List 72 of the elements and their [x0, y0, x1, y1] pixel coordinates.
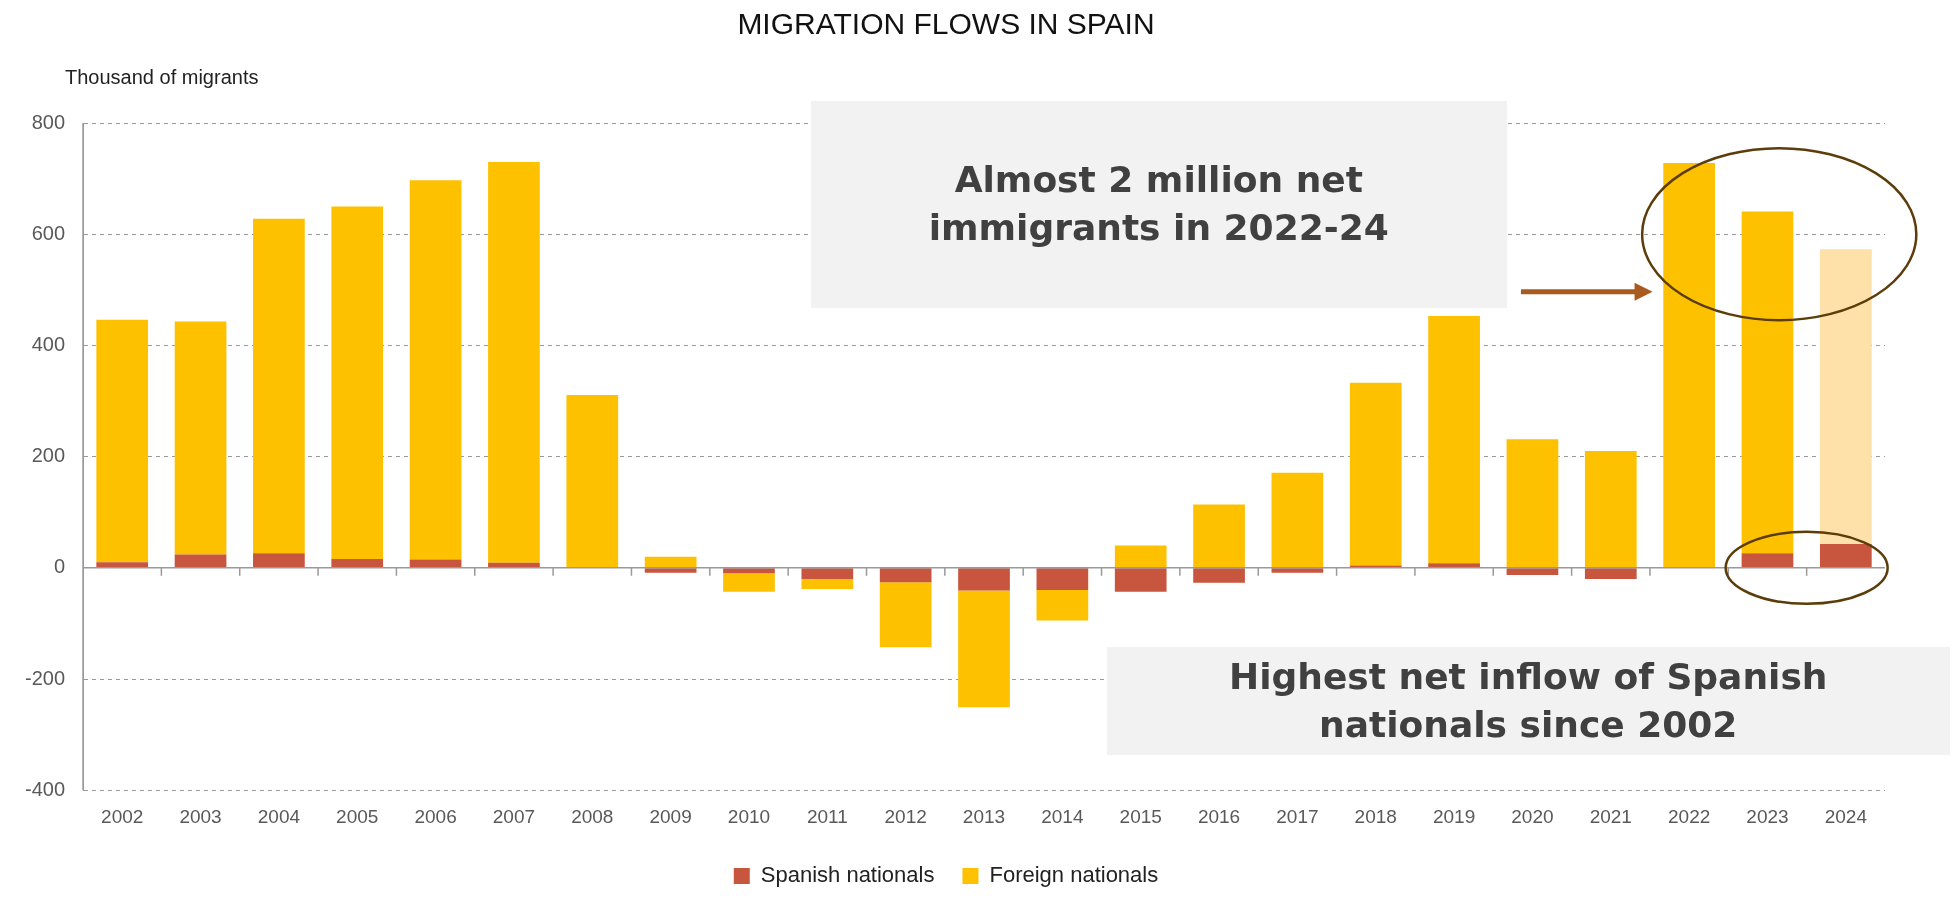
bar [1428, 315, 1480, 564]
bar [1036, 568, 1089, 591]
bar [1193, 568, 1245, 583]
x-tick-label: 2020 [1511, 805, 1554, 827]
bar [1584, 568, 1637, 579]
bar [1036, 590, 1089, 621]
bar [723, 573, 775, 592]
x-tick-label: 2010 [727, 805, 771, 827]
bar [1506, 439, 1559, 568]
x-tick-label: 2012 [884, 805, 927, 827]
bar [958, 590, 1010, 708]
x-tick-label: 2024 [1824, 805, 1868, 827]
x-tick-label: 2022 [1667, 805, 1711, 827]
bar [1584, 451, 1637, 568]
bar [1428, 563, 1480, 568]
bar [488, 161, 540, 563]
x-tick-label: 2005 [336, 805, 379, 827]
x-tick-label: 2017 [1276, 805, 1319, 827]
bar [1114, 545, 1167, 568]
x-tick-label: 2018 [1354, 805, 1397, 827]
x-tick-label: 2009 [649, 805, 692, 827]
x-tick-label: 2007 [492, 805, 536, 827]
chart-title: MIGRATION FLOWS IN SPAIN [737, 7, 1155, 41]
bar [1349, 382, 1402, 566]
bar [409, 559, 462, 568]
bar [174, 321, 227, 555]
bar [801, 568, 854, 579]
bar [644, 556, 697, 568]
bar [96, 562, 149, 568]
bar [1114, 568, 1167, 592]
y-tick-label: -200 [25, 666, 66, 689]
x-tick-label: 2015 [1119, 805, 1162, 827]
x-tick-label: 2002 [101, 805, 144, 827]
legend-label: Foreign nationals [989, 862, 1159, 888]
bar [409, 180, 462, 560]
x-tick-label: 2013 [962, 805, 1006, 827]
y-tick-label: 600 [31, 221, 66, 244]
bar [1819, 249, 1872, 544]
x-tick-label: 2008 [571, 805, 614, 827]
bar [1819, 543, 1872, 568]
bar [96, 319, 149, 563]
bar [253, 218, 305, 554]
bar [1193, 504, 1245, 568]
bar [331, 206, 384, 559]
x-tick-label: 2019 [1432, 805, 1476, 827]
y-tick-label: -400 [25, 777, 66, 800]
y-tick-label: 800 [31, 110, 66, 133]
bar [331, 558, 384, 568]
x-tick-label: 2023 [1746, 805, 1789, 827]
x-tick-label: 2014 [1041, 805, 1084, 827]
legend-label: Spanish nationals [760, 862, 935, 888]
bar [801, 578, 854, 589]
bar [566, 394, 619, 568]
bar [958, 568, 1010, 591]
bar [1741, 553, 1794, 568]
x-tick-label: 2016 [1197, 805, 1241, 827]
bar [1271, 472, 1324, 568]
y-tick-label: 0 [53, 555, 66, 578]
bar [879, 568, 932, 583]
bar [1741, 211, 1794, 554]
x-tick-label: 2003 [179, 805, 222, 827]
y-tick-label: 200 [31, 444, 66, 467]
y-tick-label: 400 [31, 332, 66, 355]
x-tick-label: 2006 [414, 805, 457, 827]
x-tick-label: 2021 [1589, 805, 1632, 827]
bar [879, 582, 932, 648]
x-tick-label: 2004 [257, 805, 301, 827]
x-tick-label: 2011 [806, 805, 848, 827]
bar [174, 554, 227, 568]
bar [1663, 163, 1715, 568]
y-axis-title: Thousand of migrants [65, 65, 259, 88]
bar [253, 553, 305, 568]
